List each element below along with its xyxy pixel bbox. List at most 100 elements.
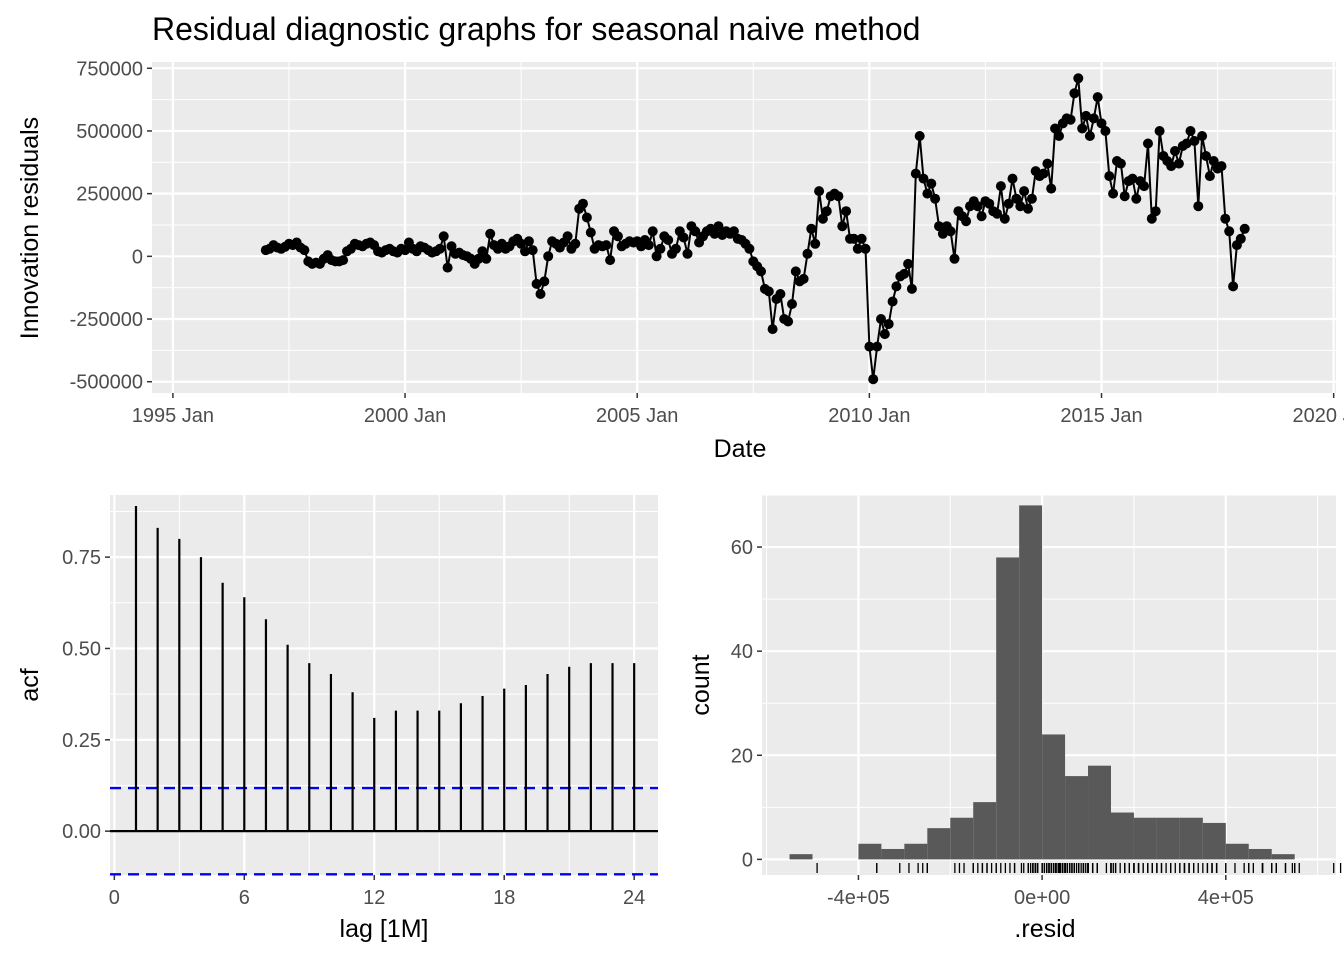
hist-bar — [1225, 843, 1249, 860]
ts-point — [520, 246, 530, 257]
ts-point — [783, 316, 794, 327]
ts-point — [1081, 110, 1091, 121]
ts-point — [763, 286, 774, 297]
ts-point — [922, 188, 933, 199]
ts-point — [879, 329, 890, 340]
ts-point — [744, 243, 755, 254]
hist-y-tick-label: 0 — [742, 849, 753, 871]
ts-point — [852, 243, 863, 254]
hist-bar — [789, 854, 813, 860]
ts-plot-background — [152, 62, 1336, 393]
ts-point — [1038, 168, 1049, 179]
hist-bar — [1133, 817, 1157, 860]
ts-point — [1228, 281, 1239, 292]
ts-point — [1042, 158, 1053, 169]
ts-point — [756, 266, 766, 277]
ts-point — [798, 273, 809, 284]
ts-point — [1170, 146, 1180, 156]
ts-point — [713, 221, 724, 232]
ts-point — [1224, 226, 1235, 237]
ts-point — [899, 268, 910, 279]
ts-point — [1185, 126, 1196, 136]
ts-point — [1084, 131, 1095, 141]
ts-point — [1077, 123, 1088, 134]
ts-point — [1239, 223, 1250, 234]
ts-point — [1019, 186, 1030, 197]
ts-point — [1073, 73, 1084, 84]
ts-point — [918, 173, 929, 184]
ts-point — [821, 206, 832, 217]
hist-bar — [996, 557, 1020, 860]
ts-point — [1181, 138, 1192, 149]
ts-point — [1007, 173, 1018, 184]
ts-point — [1173, 158, 1184, 169]
ts-point — [1197, 131, 1208, 141]
hist-bar — [1110, 812, 1134, 860]
ts-point — [1131, 193, 1142, 204]
ts-point — [473, 253, 484, 264]
ts-point — [1189, 136, 1200, 146]
acf-spikes — [110, 505, 658, 833]
ts-point — [841, 206, 852, 217]
ts-point — [1115, 158, 1126, 169]
ts-point — [670, 243, 681, 254]
ts-point — [1015, 201, 1026, 212]
ts-x-tick-label: 2015 Jan — [1060, 405, 1142, 427]
ts-point — [868, 374, 879, 385]
chart-title: Residual diagnostic graphs for seasonal … — [152, 11, 920, 47]
ts-point — [810, 238, 821, 249]
hist-bar — [858, 843, 882, 860]
ts-point — [1003, 198, 1014, 209]
ts-point — [709, 228, 720, 239]
ts-point — [562, 231, 573, 242]
ts-point — [883, 319, 894, 329]
ts-point — [1026, 193, 1037, 204]
ts-point — [442, 262, 453, 273]
ts-y-tick-label: 500000 — [76, 121, 143, 143]
acf-y-tick-label: 0.75 — [62, 547, 101, 569]
acf-y-axis-label: acf — [16, 668, 44, 701]
acf-y-tick-label: 0.00 — [62, 821, 101, 843]
ts-point — [647, 226, 658, 237]
ts-point — [663, 235, 674, 245]
ts-point — [527, 245, 538, 256]
ts-point — [682, 248, 693, 259]
ts-point — [1108, 188, 1119, 199]
hist-y-axis-label: count — [687, 654, 715, 715]
ts-x-tick-label: 2005 Jan — [596, 405, 678, 427]
ts-point — [581, 212, 592, 223]
ts-point — [1139, 181, 1150, 192]
hist-x-tick-label: 0e+00 — [1014, 887, 1070, 909]
hist-bar — [1156, 817, 1180, 860]
hist-y-tick-label: 60 — [731, 537, 753, 559]
ts-point — [655, 243, 666, 254]
hist-bar — [1202, 822, 1226, 860]
hist-bar — [1179, 817, 1203, 860]
ts-point — [1092, 92, 1103, 103]
ts-point — [299, 245, 310, 256]
ts-point — [601, 240, 612, 251]
ts-point — [1065, 114, 1076, 125]
hist-bar — [881, 848, 905, 860]
hist-bar — [973, 802, 997, 860]
ts-point — [535, 289, 546, 299]
ts-point — [485, 228, 496, 239]
hist-bar — [950, 817, 974, 860]
ts-point — [446, 241, 457, 252]
ts-point — [1054, 131, 1064, 141]
ts-point — [434, 243, 445, 254]
ts-point — [814, 186, 825, 197]
acf-x-tick-label: 0 — [109, 887, 120, 909]
acf-x-axis-label: lag [1M] — [340, 915, 429, 943]
hist-bar — [927, 828, 951, 860]
ts-point — [1235, 233, 1246, 244]
hist-x-ticks: -4e+05 0e+00 4e+05 — [827, 875, 1254, 909]
ts-point — [1146, 213, 1157, 224]
hist-bar — [1271, 854, 1295, 860]
ts-point — [578, 198, 588, 209]
hist-x-axis-label: .resid — [1014, 915, 1075, 943]
ts-point — [972, 201, 983, 212]
ts-point — [806, 223, 817, 234]
ts-point — [1050, 123, 1061, 134]
ts-point — [790, 266, 801, 277]
